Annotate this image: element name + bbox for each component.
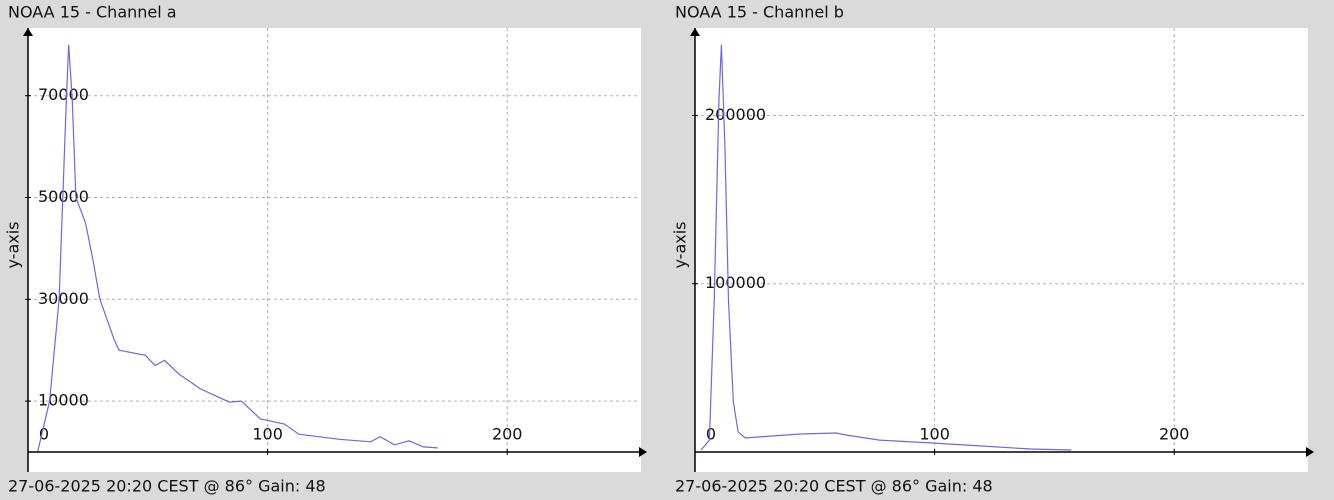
data-line [700,44,1072,451]
x-axis-arrow [639,447,647,457]
caption: 27-06-2025 20:20 CEST @ 86° Gain: 48 [675,477,993,496]
y-axis-label: y-axis [671,221,690,268]
x-tick-label: 200 [1159,425,1190,444]
x-tick-label: 0 [706,425,716,444]
plot-area [28,28,641,472]
x-axis-arrow [1306,447,1314,457]
y-tick-label: 70000 [38,85,89,104]
caption: 27-06-2025 20:20 CEST @ 86° Gain: 48 [8,477,326,496]
y-tick-label: 200000 [705,105,766,124]
y-axis-label: y-axis [4,221,23,268]
plot-area [695,28,1308,472]
data-line [37,44,438,453]
x-tick-label: 0 [39,425,49,444]
y-tick-label: 10000 [38,391,89,410]
chart-title: NOAA 15 - Channel b [675,3,844,22]
x-tick-label: 100 [919,425,950,444]
x-tick-label: 200 [492,425,523,444]
y-axis-arrow [23,28,33,36]
chart-title: NOAA 15 - Channel a [8,3,177,22]
y-axis-arrow [690,28,700,36]
x-tick-label: 100 [252,425,283,444]
y-tick-label: 100000 [705,273,766,292]
y-tick-label: 30000 [38,289,89,308]
